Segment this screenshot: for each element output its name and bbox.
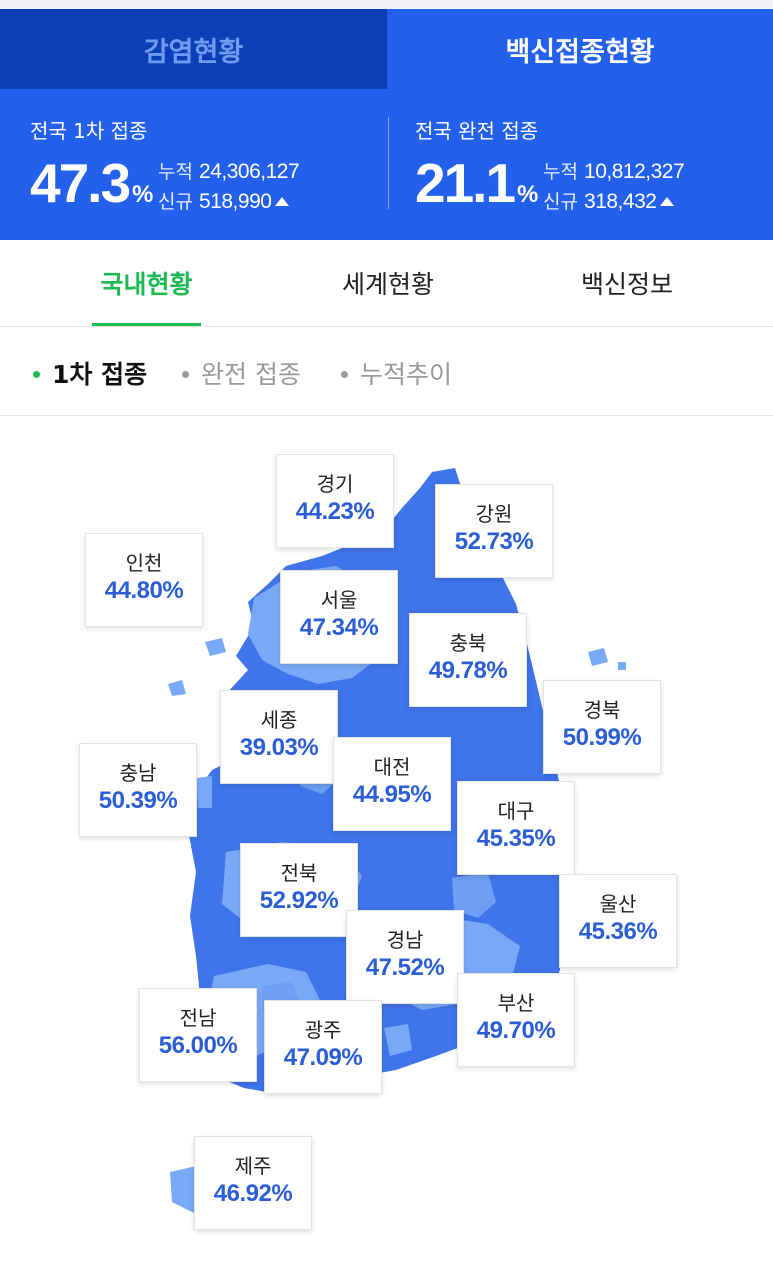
region-card[interactable]: 대전 44.95% <box>333 737 451 831</box>
region-value: 50.99% <box>562 724 642 751</box>
region-value: 44.23% <box>295 498 375 525</box>
first-dose-counts: 누적 24,306,127 신규 518,990 <box>158 157 300 217</box>
region-name: 강원 <box>475 502 513 526</box>
tab-cases[interactable]: 감염현황 <box>0 9 387 89</box>
up-arrow-icon <box>275 197 290 206</box>
bullet-icon <box>33 371 40 378</box>
island-shape <box>618 662 626 670</box>
region-name: 전남 <box>179 1006 217 1030</box>
filter-first-dose[interactable]: 1차 접종 <box>33 355 147 391</box>
sub-tabs: 국내현황 세계현황 백신정보 <box>0 240 773 327</box>
tab-vaccine-info[interactable]: 백신정보 <box>580 270 673 299</box>
full-dose-label: 전국 완전 접종 <box>415 119 539 143</box>
region-name: 충북 <box>449 631 487 655</box>
region-card[interactable]: 부산 49.70% <box>457 973 575 1067</box>
tab-domestic[interactable]: 국내현황 <box>100 270 193 299</box>
daegu-region <box>452 872 496 918</box>
region-name: 대구 <box>497 799 535 823</box>
first-dose-stat: 전국 1차 접종 47.3% 누적 24,306,127 신규 518,990 <box>30 115 300 213</box>
region-card[interactable]: 울산 45.36% <box>559 874 677 968</box>
bullet-icon <box>341 371 348 378</box>
region-card[interactable]: 대구 45.35% <box>457 781 575 875</box>
region-name: 광주 <box>304 1018 342 1042</box>
full-new-value: 318,432 <box>584 190 657 213</box>
first-cumulative-label: 누적 <box>158 161 193 183</box>
region-name: 인천 <box>125 551 163 575</box>
island-shape <box>205 638 226 656</box>
region-card[interactable]: 경남 47.52% <box>346 910 464 1004</box>
region-value: 44.80% <box>104 577 184 604</box>
full-dose-counts: 누적 10,812,327 신규 318,432 <box>543 157 685 217</box>
filter-full-dose[interactable]: 완전 접종 <box>182 355 301 391</box>
vaccine-summary: 전국 1차 접종 47.3% 누적 24,306,127 신규 518,990 … <box>0 89 773 240</box>
region-value: 49.78% <box>428 657 508 684</box>
region-name: 전북 <box>280 861 318 885</box>
first-cumulative-value: 24,306,127 <box>199 160 300 183</box>
region-value: 46.92% <box>213 1180 293 1207</box>
up-arrow-icon <box>660 197 675 206</box>
region-card[interactable]: 제주 46.92% <box>194 1136 312 1230</box>
first-dose-percent: 47.3% <box>30 152 154 214</box>
full-dose-percent: 21.1% <box>415 152 539 214</box>
region-card[interactable]: 광주 47.09% <box>264 1000 382 1094</box>
region-value: 39.03% <box>239 734 319 761</box>
region-name: 서울 <box>320 588 358 612</box>
tab-vaccine[interactable]: 백신접종현황 <box>387 9 773 89</box>
region-card[interactable]: 전북 52.92% <box>240 843 358 937</box>
region-value: 45.36% <box>578 918 658 945</box>
region-value: 47.52% <box>365 954 445 981</box>
region-name: 경남 <box>386 928 424 952</box>
region-value: 44.95% <box>352 781 432 808</box>
island-shape <box>384 1024 412 1056</box>
dose-filters: 1차 접종 완전 접종 누적추이 <box>0 327 773 416</box>
region-card[interactable]: 전남 56.00% <box>139 988 257 1082</box>
region-card[interactable]: 인천 44.80% <box>85 533 203 627</box>
region-value: 47.09% <box>283 1044 363 1071</box>
first-new-label: 신규 <box>158 191 193 213</box>
region-card[interactable]: 경북 50.99% <box>543 680 661 774</box>
full-cumulative-value: 10,812,327 <box>584 160 685 183</box>
region-name: 충남 <box>119 761 157 785</box>
stat-divider <box>388 117 389 209</box>
korea-vaccination-map: 경기 44.23% 강원 52.73% 인천 44.80% 서울 47.34% 충북 49… <box>0 416 773 1263</box>
region-name: 부산 <box>497 991 535 1015</box>
full-new-label: 신규 <box>543 191 578 213</box>
active-tab-underline <box>92 323 201 326</box>
filter-cumulative-trend[interactable]: 누적추이 <box>341 355 452 391</box>
top-strip <box>0 0 773 9</box>
region-value: 56.00% <box>158 1032 238 1059</box>
first-dose-label: 전국 1차 접종 <box>30 119 148 143</box>
region-card[interactable]: 세종 39.03% <box>220 690 338 784</box>
region-card[interactable]: 충북 49.78% <box>409 613 527 707</box>
main-tabs: 감염현황 백신접종현황 <box>0 9 773 89</box>
region-value: 49.70% <box>476 1017 556 1044</box>
region-value: 50.39% <box>98 787 178 814</box>
tab-world[interactable]: 세계현황 <box>341 270 434 299</box>
full-dose-stat: 전국 완전 접종 21.1% 누적 10,812,327 신규 318,432 <box>415 115 685 213</box>
first-new-value: 518,990 <box>199 190 272 213</box>
region-name: 제주 <box>234 1154 272 1178</box>
island-shape <box>168 680 186 696</box>
island-shape <box>196 776 212 808</box>
region-value: 52.92% <box>259 887 339 914</box>
region-card[interactable]: 서울 47.34% <box>280 570 398 664</box>
region-card[interactable]: 강원 52.73% <box>435 484 553 578</box>
bullet-icon <box>182 371 189 378</box>
full-cumulative-label: 누적 <box>543 161 578 183</box>
region-name: 경북 <box>583 698 621 722</box>
region-name: 대전 <box>373 755 411 779</box>
region-card[interactable]: 경기 44.23% <box>276 454 394 548</box>
region-name: 세종 <box>260 708 298 732</box>
region-value: 47.34% <box>299 614 379 641</box>
region-card[interactable]: 충남 50.39% <box>79 743 197 837</box>
region-name: 울산 <box>599 892 637 916</box>
region-value: 45.35% <box>476 825 556 852</box>
region-name: 경기 <box>316 472 354 496</box>
island-shape <box>588 648 608 666</box>
region-value: 52.73% <box>454 528 534 555</box>
